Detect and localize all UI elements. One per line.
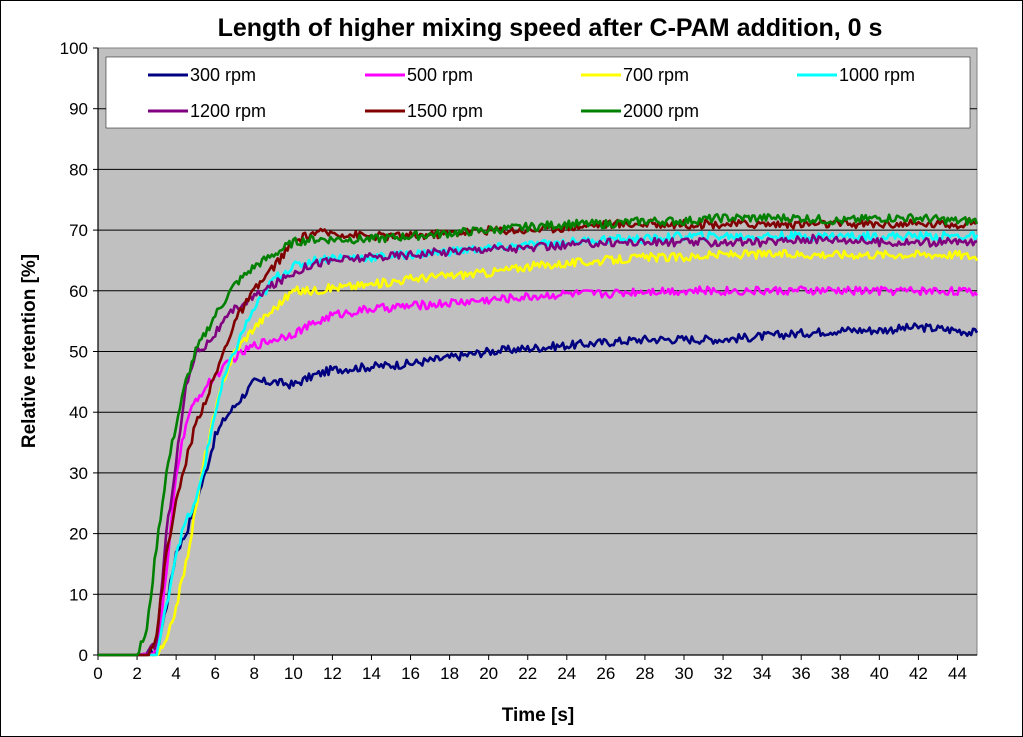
- y-tick-label: 70: [69, 221, 88, 240]
- x-axis-label: Time [s]: [502, 705, 575, 726]
- x-tick-label: 34: [753, 664, 772, 683]
- legend-label-2000-rpm: 2000 rpm: [623, 101, 699, 121]
- x-tick-label: 4: [171, 664, 180, 683]
- x-tick-label: 12: [323, 664, 342, 683]
- x-tick-label: 44: [948, 664, 967, 683]
- legend-label-1200-rpm: 1200 rpm: [190, 101, 266, 121]
- x-tick-label: 14: [362, 664, 381, 683]
- x-tick-label: 18: [440, 664, 459, 683]
- legend-label-1000-rpm: 1000 rpm: [839, 65, 915, 85]
- y-tick-label: 60: [69, 282, 88, 301]
- y-tick-label: 20: [69, 525, 88, 544]
- x-tick-label: 6: [210, 664, 219, 683]
- legend-label-500-rpm: 500 rpm: [407, 65, 473, 85]
- x-tick-labels: 0 2 4 6 8 10 12 14 16 18 20 22 24 26 28 30 32 34 36 38 40 42 4…: [93, 664, 967, 683]
- x-tick-label: 16: [401, 664, 420, 683]
- x-tick-label: 28: [635, 664, 654, 683]
- y-tick-label: 30: [69, 464, 88, 483]
- x-tick-label: 24: [557, 664, 576, 683]
- series-line-700-rpm: [98, 249, 979, 657]
- series-line-500-rpm: [98, 285, 979, 657]
- x-tick-label: 30: [675, 664, 694, 683]
- x-tick-label: 26: [596, 664, 615, 683]
- y-tick-label: 40: [69, 403, 88, 422]
- series-line-2000-rpm: [98, 213, 979, 657]
- x-tick-label: 0: [93, 664, 102, 683]
- axes: [97, 48, 977, 656]
- x-tick-label: 10: [284, 664, 303, 683]
- legend-label-700-rpm: 700 rpm: [623, 65, 689, 85]
- y-tick-label: 80: [69, 160, 88, 179]
- y-tick-label: 90: [69, 100, 88, 119]
- y-tick-label: 100: [60, 39, 88, 58]
- x-tick-label: 22: [518, 664, 537, 683]
- y-tick-label: 0: [79, 646, 88, 665]
- x-tick-label: 38: [831, 664, 850, 683]
- legend-label-300-rpm: 300 rpm: [190, 65, 256, 85]
- legend: 300 rpm 500 rpm 700 rpm 1000 rpm 1200 rpm 150…: [148, 65, 915, 121]
- series-line-300-rpm: [98, 322, 979, 657]
- x-tick-label: 42: [909, 664, 928, 683]
- x-tick-label: 20: [479, 664, 498, 683]
- x-tick-label: 2: [132, 664, 141, 683]
- x-tick-label: 32: [714, 664, 733, 683]
- x-tick-label: 8: [250, 664, 259, 683]
- x-tick-label: 40: [870, 664, 889, 683]
- y-axis-label: Relative retention [%]: [19, 254, 40, 448]
- y-tick-label: 50: [69, 343, 88, 362]
- x-tick-label: 36: [792, 664, 811, 683]
- chart-title: Length of higher mixing speed after C-PA…: [218, 14, 883, 42]
- legend-box: [105, 56, 971, 129]
- series-line-1000-rpm: [98, 230, 979, 657]
- legend-label-1500-rpm: 1500 rpm: [407, 101, 483, 121]
- y-tick-labels: 0 10 20 30 40 50 60 70 80 90 100: [60, 39, 88, 665]
- y-tick-label: 10: [69, 585, 88, 604]
- series-lines: [98, 213, 979, 657]
